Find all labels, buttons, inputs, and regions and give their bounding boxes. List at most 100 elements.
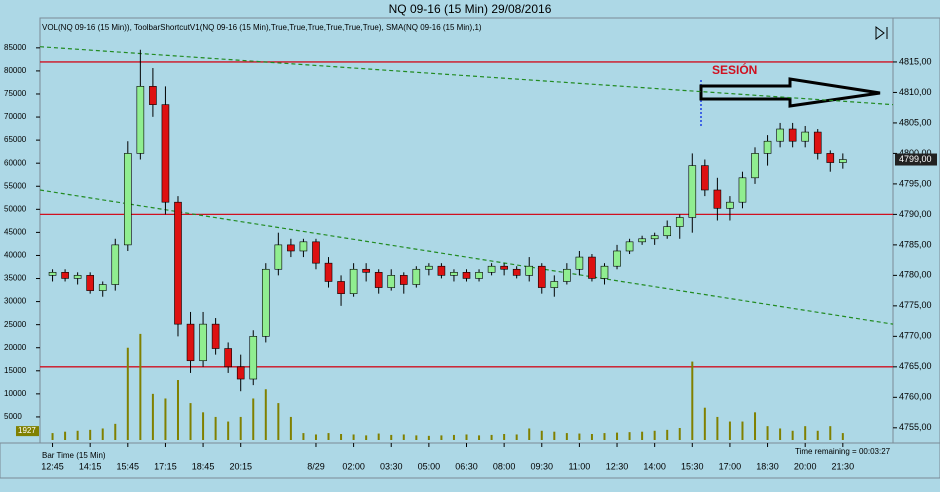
candle-body — [550, 281, 559, 288]
volume-bar — [202, 412, 205, 440]
candle-body — [462, 272, 471, 279]
current-volume-label: 1927 — [18, 426, 36, 435]
chart-title: NQ 09-16 (15 Min) 29/08/2016 — [389, 2, 552, 16]
price-tick-label: 4815,00 — [899, 56, 932, 66]
candle-body — [788, 128, 797, 142]
candle-body — [701, 165, 709, 191]
volume-bar — [666, 429, 669, 440]
volume-bar — [641, 431, 644, 440]
current-volume-box — [16, 426, 39, 437]
volume-bar — [791, 430, 794, 440]
candle-body — [512, 268, 521, 276]
price-tick-label: 4800,00 — [899, 148, 932, 158]
volume-tick-label: 70000 — [4, 112, 27, 121]
volume-bar — [277, 403, 280, 440]
price-axis — [892, 17, 940, 444]
price-tick-label: 4810,00 — [899, 87, 932, 97]
volume-bar — [590, 434, 593, 440]
volume-bar — [440, 435, 443, 440]
candle-body — [625, 241, 634, 252]
candle-body — [412, 268, 421, 285]
time-tick-label: 15:30 — [681, 461, 704, 471]
volume-tick-label: 45000 — [4, 227, 27, 236]
candle-body — [224, 348, 232, 368]
time-tick-label: 09:30 — [530, 461, 553, 471]
candle-body — [563, 268, 571, 282]
volume-bar — [503, 434, 506, 440]
volume-bar — [515, 434, 518, 440]
volume-bar — [402, 434, 405, 440]
volume-bar — [465, 434, 468, 440]
volume-bar — [754, 412, 757, 440]
price-tick-label: 4765,00 — [899, 361, 932, 371]
volume-bar — [728, 421, 731, 440]
time-tick-label: 18:30 — [756, 461, 779, 471]
candle-body — [374, 272, 383, 288]
panel-toggle[interactable] — [875, 26, 888, 40]
volume-tick-label: 75000 — [4, 89, 27, 98]
candle-body — [186, 323, 195, 362]
volume-bar — [565, 433, 568, 440]
volume-bar — [139, 333, 142, 440]
time-tick-label: 14:15 — [79, 461, 102, 471]
volume-tick-label: 55000 — [4, 181, 27, 190]
volume-bar — [427, 435, 430, 440]
candle-body — [399, 275, 408, 285]
candle-body — [675, 217, 684, 227]
volume-bar — [302, 433, 305, 440]
volume-bar — [289, 416, 292, 440]
volume-tick-label: 25000 — [4, 320, 27, 329]
last-price-label: 4799,00 — [899, 154, 932, 164]
candle-body — [337, 281, 345, 294]
volume-bar — [352, 434, 355, 440]
volume-bar — [490, 434, 493, 440]
time-tick-label: 02:00 — [342, 461, 365, 471]
candle-body — [299, 241, 308, 252]
volume-bar — [452, 434, 455, 440]
price-tick-label: 4755,00 — [899, 422, 932, 432]
volume-bar — [126, 347, 129, 440]
volume-bar — [114, 423, 117, 440]
candle-body — [751, 153, 759, 179]
candle-body — [211, 323, 220, 349]
volume-bar — [841, 433, 844, 440]
volume-bar — [239, 416, 242, 440]
price-tick-label: 4790,00 — [899, 209, 932, 219]
candle-body — [437, 265, 446, 276]
volume-bar — [64, 431, 67, 440]
volume-bar — [176, 380, 179, 440]
trendline — [39, 189, 894, 325]
candle-body — [61, 272, 69, 279]
volume-bar — [101, 428, 104, 440]
volume-bar — [829, 426, 832, 440]
volume-bar — [691, 361, 694, 440]
candle-body — [312, 241, 320, 264]
play-icon[interactable] — [875, 26, 885, 40]
volume-tick-label: 65000 — [4, 135, 27, 144]
time-remaining: Time remaining = 00:03:27 — [795, 447, 891, 456]
candle-body — [450, 272, 458, 276]
volume-bar — [741, 421, 744, 440]
candle-body — [349, 268, 358, 294]
candle-body — [525, 265, 534, 276]
candle-body — [726, 201, 734, 209]
volume-bar — [779, 428, 782, 440]
volume-bar — [227, 421, 230, 440]
volume-bar — [264, 389, 267, 440]
price-tick-label: 4805,00 — [899, 117, 932, 127]
candle-body — [475, 272, 483, 279]
time-tick-label: 20:15 — [229, 461, 252, 471]
candle-body — [650, 235, 659, 240]
volume-tick-label: 10000 — [4, 389, 27, 398]
volume-bar — [252, 398, 255, 440]
candle-body — [813, 131, 822, 154]
candle-body — [199, 323, 207, 362]
volume-bar — [51, 433, 54, 440]
bottom-label: Bar Time (15 Min) — [42, 451, 106, 460]
candle-body — [274, 244, 283, 270]
candle-body — [500, 265, 508, 270]
candle-body — [249, 336, 258, 380]
volume-bar — [478, 435, 481, 440]
volume-tick-label: 60000 — [4, 158, 27, 167]
time-tick-label: 15:45 — [117, 461, 140, 471]
